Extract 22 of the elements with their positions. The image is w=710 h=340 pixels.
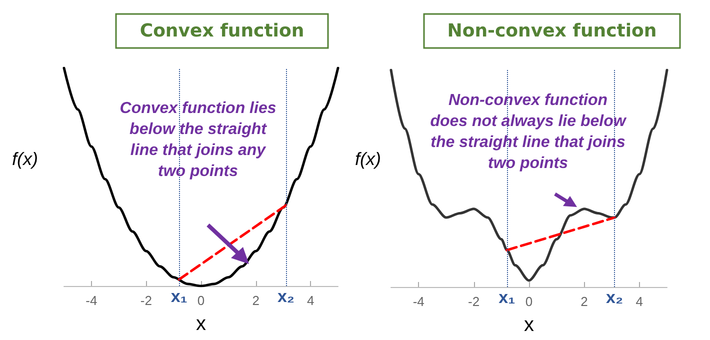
ref-line-label: x₁ [498, 288, 516, 307]
y-axis-title: f(x) [12, 149, 38, 169]
x-tick-label: 4 [636, 294, 644, 309]
x-tick-label: 2 [252, 293, 260, 308]
x-tick-label: 4 [306, 293, 314, 308]
x-tick-label: -4 [412, 294, 424, 309]
annotation: Convex function lies below the straight line that joins any two points [118, 99, 278, 182]
chart-title: Convex function [140, 20, 304, 42]
x-tick-label: -2 [468, 294, 480, 309]
ref-line-label: x₂ [277, 287, 294, 306]
x-tick-label: -4 [86, 293, 98, 308]
x-axis-title: x [524, 314, 534, 336]
x-tick-label: 0 [525, 294, 533, 309]
ref-line-label: x₂ [606, 288, 624, 307]
x-tick-label: 0 [197, 293, 205, 308]
ref-line-label: x₁ [170, 287, 188, 306]
x-tick-label: 2 [580, 294, 588, 309]
x-axis-title: x [196, 313, 206, 335]
x-tick-label: -2 [140, 293, 152, 308]
chart-title: Non-convex function [447, 20, 657, 42]
annotation: Non-convex function does not always lie below the straight line that joins two points [429, 91, 628, 174]
y-axis-title: f(x) [355, 149, 381, 169]
